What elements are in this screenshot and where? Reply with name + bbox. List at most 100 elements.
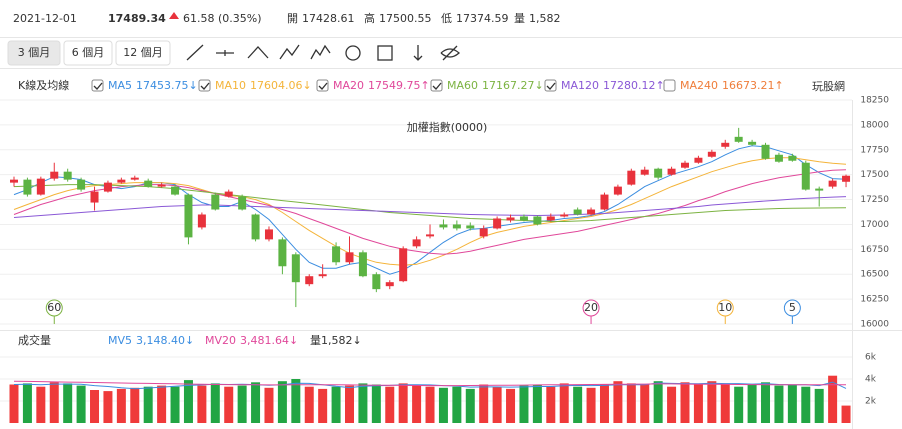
ma-line <box>13 169 847 255</box>
candle-body <box>707 151 716 157</box>
quote-item: 開 17428.61 <box>287 12 355 25</box>
candle-body <box>77 179 86 190</box>
annotation-marker <box>716 299 734 317</box>
candle-body <box>694 157 703 163</box>
volume-bar <box>210 383 220 423</box>
candle-body <box>345 252 354 263</box>
y-tick-label: 17000 <box>860 220 889 230</box>
candle-body <box>506 217 515 221</box>
legend-name: MA60 <box>447 79 478 92</box>
volume-bar <box>170 386 180 423</box>
volume-bar <box>251 382 261 423</box>
y-tick-label: 16000 <box>860 320 889 330</box>
mv-line <box>13 380 846 387</box>
volume-bar <box>425 386 435 423</box>
candle-body <box>130 177 139 180</box>
volume-bar <box>599 384 609 423</box>
candle-body <box>171 186 180 195</box>
y-tick-label: 17250 <box>860 195 889 205</box>
volume-bar <box>640 384 650 423</box>
range-label[interactable]: 12 個月 <box>123 46 163 59</box>
line-tool[interactable] <box>186 44 204 61</box>
volume-bar <box>841 405 851 423</box>
y-tick-label: 6k <box>865 353 877 363</box>
legend-checkbox[interactable] <box>316 79 329 92</box>
volume-bar <box>49 382 59 423</box>
range-button[interactable] <box>7 40 61 66</box>
candle-body <box>264 229 273 240</box>
volume-bar <box>519 385 529 423</box>
volume-bar <box>398 383 408 423</box>
candle-body <box>748 141 757 145</box>
candle-body <box>211 194 220 210</box>
wave-tool[interactable] <box>279 44 300 60</box>
quote-label: 高 <box>364 11 375 25</box>
volume-bar <box>183 380 193 423</box>
circle-tool[interactable] <box>345 45 361 61</box>
volume-bar <box>506 388 516 423</box>
tool-icons[interactable] <box>186 44 460 61</box>
legend-checkbox[interactable] <box>198 79 211 92</box>
candle-body <box>399 248 408 282</box>
candle-body <box>278 239 287 267</box>
candle-body <box>238 196 247 210</box>
volume-bar <box>774 385 784 423</box>
legend-value: 17604.06↓ <box>250 79 312 92</box>
legend-name: MA10 <box>215 79 246 92</box>
volume-bar <box>734 386 744 423</box>
volume-bar <box>667 386 677 423</box>
volume-bar <box>693 384 703 423</box>
candle-body <box>63 171 72 180</box>
legend-checkbox[interactable] <box>544 79 557 92</box>
quote-value: 17428.61 <box>302 12 355 25</box>
volume-bar <box>224 386 234 423</box>
chart-title: 加權指數(0000) <box>407 120 488 134</box>
volume-bar <box>412 385 422 423</box>
angle-tool[interactable] <box>247 46 269 59</box>
legend-name: MA5 <box>108 79 132 92</box>
y-tick-label: 17500 <box>860 170 889 180</box>
range-button[interactable] <box>115 40 171 66</box>
check-mark <box>93 82 103 90</box>
legend-checkbox[interactable] <box>663 79 676 92</box>
rect-tool[interactable] <box>377 45 393 61</box>
check-mark <box>200 82 210 90</box>
volume-bar <box>680 382 690 423</box>
y-tick-label: 18250 <box>860 96 889 106</box>
candle-body <box>157 184 166 187</box>
hline-tool[interactable] <box>216 50 234 56</box>
volume-bar <box>573 386 583 423</box>
range-label[interactable]: 3 個月 <box>18 46 51 59</box>
candle-body <box>318 274 327 277</box>
range-label[interactable]: 6 個月 <box>72 46 105 59</box>
hide-tool[interactable] <box>440 45 460 61</box>
range-button[interactable] <box>63 40 113 66</box>
abcd-tool[interactable] <box>310 44 331 60</box>
volume-bar <box>801 386 811 423</box>
price: 17489.34 <box>108 12 166 25</box>
legend-checkbox[interactable] <box>430 79 443 92</box>
candle-body <box>681 162 689 168</box>
y-tick-label: 17750 <box>860 145 889 155</box>
annotation-label: 10 <box>718 301 732 314</box>
candle-body <box>452 224 461 229</box>
candle-body <box>842 175 851 182</box>
candle-body <box>828 180 837 187</box>
annotation-marker <box>783 299 801 317</box>
legend-name: MA20 <box>333 79 364 92</box>
legend-value: 17167.27↓ <box>482 79 544 92</box>
legend-name: MV20 <box>205 334 236 347</box>
legend-value: 1,582↓ <box>321 334 362 347</box>
legend-checkbox[interactable] <box>91 79 104 92</box>
volume-bar <box>613 381 623 423</box>
y-tick-label: 16500 <box>860 270 889 280</box>
check-mark <box>432 82 442 90</box>
candle-body <box>815 188 824 191</box>
text-tool[interactable] <box>413 45 423 61</box>
volume-bar <box>465 388 475 423</box>
candle-body <box>23 179 32 195</box>
volume-bar <box>747 384 757 423</box>
ma-line <box>13 196 847 218</box>
legend-entry: MA20 17549.75↑ <box>333 79 430 92</box>
